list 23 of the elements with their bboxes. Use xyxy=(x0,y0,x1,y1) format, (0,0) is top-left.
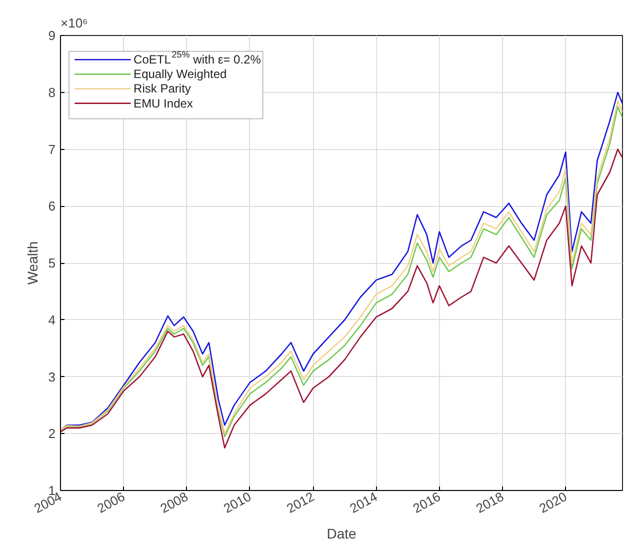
y-tick-label: 3 xyxy=(48,369,56,384)
y-tick-label: 6 xyxy=(48,198,56,214)
y-tick-label: 9 xyxy=(48,28,56,43)
x-tick-label: 2008 xyxy=(158,488,190,516)
legend-label: EMU Index xyxy=(134,96,193,110)
y-tick-label: 7 xyxy=(48,142,56,157)
legend-label: Equally Weighted xyxy=(134,67,227,82)
x-tick-label: 2016 xyxy=(410,488,443,516)
y-tick-label: 4 xyxy=(48,312,56,328)
line-series xyxy=(60,148,622,448)
x-tick-label: 2018 xyxy=(474,488,506,516)
y-tick-label: 5 xyxy=(48,256,56,270)
text: ×10⁶ xyxy=(60,16,88,30)
x-tick-label: 2014 xyxy=(347,488,380,516)
x-tick-label: 2012 xyxy=(284,488,317,516)
x-tick-label: 2010 xyxy=(220,488,254,516)
x-axis-title: Date xyxy=(326,525,356,542)
x-tick-label: 2006 xyxy=(94,488,128,516)
y-tick-label: 8 xyxy=(48,84,56,100)
legend-label: Risk Parity xyxy=(134,82,191,96)
y-axis-title: Wealth xyxy=(24,241,40,285)
y-tick-label: 2 xyxy=(48,426,56,442)
x-tick-label: 2020 xyxy=(536,488,570,516)
